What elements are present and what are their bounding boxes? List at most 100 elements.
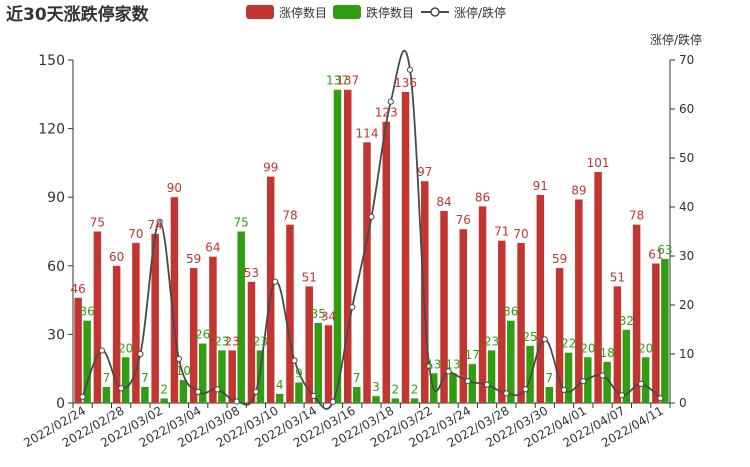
data-label-limit-up: 51 — [302, 270, 317, 284]
bar-limit-up — [421, 181, 429, 403]
legend-swatch-limit-up — [246, 5, 274, 19]
bar-limit-down — [121, 357, 130, 403]
bar-limit-up — [575, 199, 583, 403]
data-label-limit-down: 7 — [103, 371, 111, 385]
ratio-point — [483, 381, 491, 388]
ratio-point — [618, 392, 625, 399]
bar-limit-up — [401, 92, 410, 403]
y-right-tick-label: 0 — [679, 396, 687, 410]
legend-label-ratio: 涨停/跌停 — [454, 5, 506, 20]
bar-limit-down — [487, 350, 496, 403]
bar-limit-up — [132, 242, 140, 403]
ratio-point — [118, 385, 125, 392]
legend-label-limit-up: 涨停数目 — [279, 5, 327, 20]
bar-limit-down — [468, 364, 477, 403]
data-label-limit-up: 74 — [148, 218, 163, 232]
bar-limit-up — [247, 281, 256, 403]
bar-limit-down — [661, 258, 669, 403]
data-label-limit-down: 10 — [176, 364, 191, 378]
data-label-limit-down: 7 — [546, 371, 554, 385]
data-label-limit-up: 53 — [244, 266, 259, 280]
ratio-point — [560, 386, 568, 393]
data-label-limit-down: 36 — [503, 305, 518, 319]
data-label-limit-up: 59 — [552, 252, 567, 266]
legend-label-limit-down: 跌停数目 — [366, 5, 414, 20]
y-left-tick-label: 30 — [47, 327, 65, 343]
legend-swatch-limit-down — [333, 5, 361, 19]
bar-limit-down — [352, 386, 361, 403]
y-left-tick-label: 120 — [38, 122, 65, 138]
data-label-limit-up: 51 — [610, 270, 625, 284]
bar-limit-up — [151, 233, 159, 403]
bar-limit-down — [237, 231, 245, 403]
bar-limit-up — [343, 89, 352, 403]
data-label-limit-down: 23 — [253, 334, 268, 348]
bar-limit-up — [209, 256, 217, 403]
bar-limit-down — [295, 382, 303, 403]
data-label-limit-down: 7 — [141, 371, 149, 385]
bar-limit-up — [228, 350, 236, 403]
chart-bars — [74, 89, 669, 404]
data-label-limit-down: 18 — [599, 346, 614, 360]
bar-limit-up — [324, 325, 333, 403]
data-label-limit-down: 13 — [445, 357, 460, 371]
bar-limit-down — [333, 89, 342, 403]
data-label-limit-up: 86 — [475, 190, 490, 204]
data-label-limit-down: 32 — [619, 314, 634, 328]
ratio-point — [599, 372, 606, 379]
data-label-limit-up: 123 — [375, 106, 398, 120]
data-label-limit-down: 25 — [522, 330, 537, 344]
data-label-limit-down: 26 — [195, 328, 210, 342]
data-label-limit-down: 137 — [326, 74, 349, 88]
data-label-limit-down: 20 — [580, 341, 595, 355]
ratio-point — [214, 386, 221, 393]
ratio-point — [541, 336, 548, 343]
legend-item-limit-down[interactable]: 跌停数目 — [333, 5, 414, 20]
ratio-point — [426, 363, 433, 370]
y-right-tick-label: 50 — [679, 151, 694, 165]
y-right-tick-label: 10 — [679, 347, 694, 361]
data-label-limit-up: 78 — [282, 209, 297, 223]
bar-limit-up — [613, 286, 622, 403]
data-label-limit-down: 7 — [353, 371, 361, 385]
data-label-limit-up: 89 — [571, 183, 586, 197]
bar-limit-down — [545, 386, 554, 403]
y-left-tick-label: 60 — [47, 259, 65, 275]
bar-limit-down — [526, 345, 534, 403]
ratio-point — [79, 393, 86, 400]
bar-limit-down — [603, 361, 611, 403]
ratio-point — [387, 98, 394, 105]
y-left-tick-label: 90 — [47, 190, 65, 206]
bar-limit-up — [93, 231, 102, 403]
ratio-point — [638, 380, 645, 387]
right-axis-label: 涨停/跌停 — [650, 32, 702, 47]
y-right-tick-label: 40 — [679, 200, 694, 214]
legend-item-limit-up[interactable]: 涨停数目 — [246, 5, 327, 20]
ratio-point — [503, 390, 510, 397]
bar-limit-down — [314, 322, 322, 403]
legend-marker-ratio — [430, 7, 440, 17]
y-right-tick-label: 60 — [679, 102, 694, 116]
ratio-point — [522, 386, 529, 393]
bar-limit-up — [478, 206, 487, 403]
ratio-point — [406, 66, 414, 73]
bar-limit-up — [266, 176, 275, 403]
data-label-limit-up: 70 — [128, 227, 143, 241]
data-label-limit-down: 20 — [118, 341, 133, 355]
data-label-limit-down: 2 — [391, 382, 399, 396]
data-label-limit-up: 137 — [336, 74, 359, 88]
y-left-tick-label: 0 — [56, 396, 65, 412]
bar-limit-up — [632, 224, 641, 403]
data-label-limit-up: 61 — [648, 248, 663, 262]
data-label-limit-down: 23 — [484, 334, 499, 348]
bar-limit-up — [517, 242, 525, 403]
data-label-limit-up: 97 — [417, 165, 432, 179]
bar-limit-down — [449, 373, 457, 403]
legend-item-ratio[interactable]: 涨停/跌停 — [421, 5, 506, 20]
chart-title: 近30天涨跌停家数 — [6, 4, 150, 25]
bar-limit-up — [382, 121, 391, 404]
bar-limit-down — [391, 398, 400, 403]
bar-limit-down — [198, 343, 207, 403]
data-label-limit-up: 76 — [456, 213, 471, 227]
